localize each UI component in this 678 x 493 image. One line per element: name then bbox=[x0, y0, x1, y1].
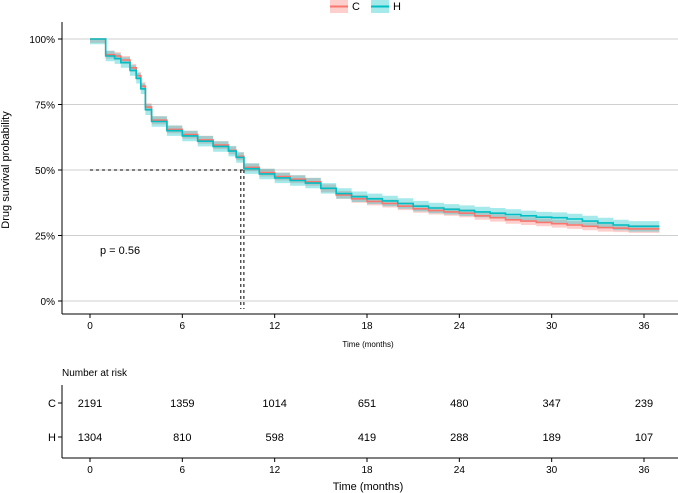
risk-x-tick-label-0: 0 bbox=[87, 465, 93, 476]
y-tick-label-2: 50% bbox=[35, 166, 55, 177]
risk-value-c-36: 239 bbox=[635, 398, 653, 410]
risk-value-h-12: 598 bbox=[265, 432, 283, 444]
y-tick-label-3: 75% bbox=[35, 101, 55, 112]
risk-x-tick-label-1: 6 bbox=[180, 465, 186, 476]
confidence-bands bbox=[90, 39, 660, 233]
ci-band-c bbox=[90, 39, 660, 233]
risk-value-h-6: 810 bbox=[173, 432, 191, 444]
median-lines bbox=[90, 169, 245, 309]
p-value: p = 0.56 bbox=[100, 245, 140, 257]
risk-value-c-12: 1014 bbox=[262, 398, 286, 410]
x-tick-label-6: 36 bbox=[638, 321, 650, 332]
survival-line-h bbox=[90, 38, 660, 228]
risk-row-label-h: H bbox=[48, 432, 56, 444]
y-tick-label-4: 100% bbox=[29, 35, 55, 46]
risk-x-tick-label-5: 30 bbox=[546, 465, 558, 476]
x-tick-label-3: 18 bbox=[361, 321, 373, 332]
x-tick-label-4: 24 bbox=[454, 321, 466, 332]
risk-value-h-36: 107 bbox=[635, 432, 653, 444]
risk-x-tick-label-6: 36 bbox=[638, 465, 650, 476]
risk-value-h-24: 288 bbox=[450, 432, 468, 444]
x-tick-label-2: 12 bbox=[269, 321, 281, 332]
x-tick-label-0: 0 bbox=[87, 321, 93, 332]
x-tick-label-5: 30 bbox=[546, 321, 558, 332]
y-tick-label-1: 25% bbox=[35, 232, 55, 243]
main-axes: 0% 25% 50% 75% 100% 0 6 12 18 24 30 36 bbox=[29, 22, 678, 332]
risk-value-c-6: 1359 bbox=[170, 398, 194, 410]
risk-table-x-label: Time (months) bbox=[333, 481, 404, 493]
y-tick-label-0: 0% bbox=[41, 297, 56, 308]
legend: C H bbox=[330, 0, 401, 13]
risk-value-c-30: 347 bbox=[542, 398, 560, 410]
risk-x-tick-label-4: 24 bbox=[454, 465, 466, 476]
risk-row-label-c: C bbox=[48, 398, 56, 410]
risk-x-tick-label-2: 12 bbox=[269, 465, 281, 476]
risk-table-title: Number at risk bbox=[62, 368, 128, 379]
x-tick-label-1: 6 bbox=[180, 321, 186, 332]
survival-curves bbox=[90, 38, 660, 230]
y-axis-label: Drug survival probability bbox=[0, 111, 12, 229]
risk-table: C 2191 1359 1014 651 480 347 239 H 1304 810 598 419 2… bbox=[48, 385, 678, 476]
legend-h-label: H bbox=[393, 1, 401, 13]
risk-value-c-24: 480 bbox=[450, 398, 468, 410]
x-axis-label: Time (months) bbox=[342, 340, 394, 349]
risk-value-h-18: 419 bbox=[358, 432, 376, 444]
risk-value-c-18: 651 bbox=[358, 398, 376, 410]
risk-value-c-0: 2191 bbox=[78, 398, 102, 410]
risk-x-tick-label-3: 18 bbox=[361, 465, 373, 476]
legend-c-label: C bbox=[352, 1, 360, 13]
risk-value-h-30: 189 bbox=[542, 432, 560, 444]
risk-value-h-0: 1304 bbox=[78, 432, 102, 444]
